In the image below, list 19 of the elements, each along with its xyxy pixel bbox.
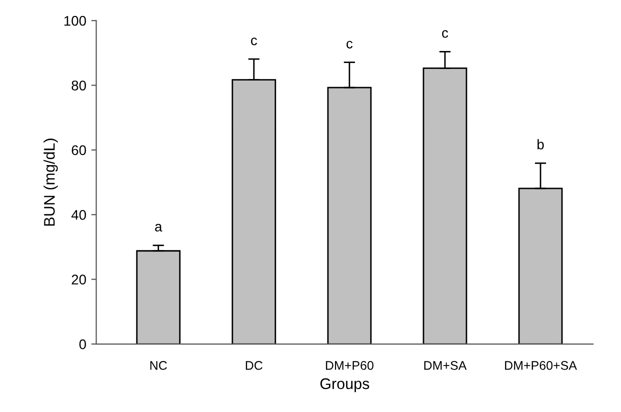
- y-tick-label: 0: [79, 339, 86, 350]
- y-tick-label: 100: [64, 16, 86, 26]
- annotation: a: [155, 224, 162, 232]
- y-tick-label: 60: [72, 145, 86, 156]
- x-tick-label: NC: [150, 361, 167, 370]
- annotation: b: [538, 139, 544, 150]
- x-axis-title: Groups: [320, 378, 370, 392]
- x-tick-label: DM+P60: [326, 361, 374, 370]
- y-axis-title: BUN (mg/dL): [44, 138, 58, 226]
- y-tick-label: 80: [72, 80, 86, 90]
- y-tick-label: 20: [72, 274, 86, 285]
- x-tick-label: DM+SA: [424, 361, 467, 370]
- annotation: c: [442, 30, 448, 38]
- bar: [136, 250, 181, 344]
- x-tick-label: DC: [246, 361, 262, 370]
- y-tick-label: 40: [71, 210, 86, 220]
- x-tick-label: DM+P60+SA: [505, 361, 577, 370]
- annotation: c: [251, 38, 257, 46]
- annotation: c: [346, 40, 353, 48]
